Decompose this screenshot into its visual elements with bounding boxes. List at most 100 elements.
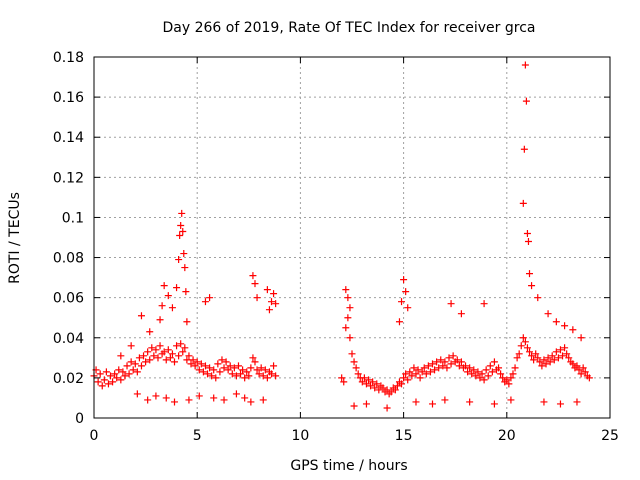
x-tick-label: 15 — [395, 428, 413, 444]
data-point — [513, 354, 521, 362]
data-point — [239, 366, 247, 374]
data-point — [175, 352, 183, 360]
y-tick-label: 0.1 — [62, 210, 84, 226]
data-point — [406, 368, 414, 376]
data-point — [412, 398, 420, 406]
data-point — [270, 290, 278, 298]
data-point — [367, 382, 375, 390]
data-point — [563, 350, 571, 358]
data-point — [410, 364, 418, 372]
data-point — [160, 282, 168, 290]
data-point — [206, 294, 214, 302]
grid-lines — [94, 57, 610, 418]
data-point — [268, 370, 276, 378]
data-point — [470, 366, 478, 374]
data-point — [433, 358, 441, 366]
data-point — [127, 358, 135, 366]
data-point — [540, 398, 548, 406]
data-point — [125, 370, 133, 378]
data-point — [210, 366, 218, 374]
data-point — [577, 370, 585, 378]
data-point — [542, 360, 550, 368]
data-point — [154, 354, 162, 362]
data-point — [253, 366, 261, 374]
data-point — [350, 358, 358, 366]
data-point — [197, 360, 205, 368]
data-point — [216, 368, 224, 376]
data-point — [561, 344, 569, 352]
data-point — [272, 372, 280, 380]
data-point — [243, 368, 251, 376]
data-point — [420, 364, 428, 372]
data-point — [552, 348, 560, 356]
y-tick-label: 0.08 — [53, 251, 84, 267]
data-point — [393, 382, 401, 390]
data-point — [371, 384, 379, 392]
data-point — [528, 352, 536, 360]
data-point — [338, 374, 346, 382]
data-point — [480, 376, 488, 384]
data-point — [150, 352, 158, 360]
data-point — [523, 229, 531, 237]
data-point — [400, 374, 408, 382]
data-point — [447, 300, 455, 308]
data-point — [344, 294, 352, 302]
data-point — [232, 390, 240, 398]
data-point — [522, 97, 530, 105]
data-point — [182, 288, 190, 296]
data-point — [241, 394, 249, 402]
data-point — [234, 362, 242, 370]
data-point — [468, 370, 476, 378]
data-point — [418, 368, 426, 376]
data-point — [441, 358, 449, 366]
data-point — [133, 390, 141, 398]
data-point — [228, 370, 236, 378]
data-point — [509, 370, 517, 378]
data-point — [431, 366, 439, 374]
data-point — [559, 352, 567, 360]
data-point — [346, 334, 354, 342]
y-tick-label: 0 — [75, 411, 84, 427]
data-point — [142, 358, 150, 366]
data-point — [268, 298, 276, 306]
data-point — [168, 304, 176, 312]
data-point — [402, 370, 410, 378]
data-point — [162, 394, 170, 402]
data-point — [259, 372, 267, 380]
data-point — [579, 364, 587, 372]
data-point — [550, 356, 558, 364]
data-point — [441, 396, 449, 404]
data-point — [528, 282, 536, 290]
data-point — [362, 380, 370, 388]
data-point — [573, 362, 581, 370]
data-point — [94, 378, 102, 386]
data-point — [480, 300, 488, 308]
data-point — [530, 356, 538, 364]
data-point — [424, 362, 432, 370]
data-point — [556, 400, 564, 408]
x-tick-label: 0 — [90, 428, 99, 444]
data-point — [435, 364, 443, 372]
data-point — [210, 394, 218, 402]
data-point — [170, 398, 178, 406]
data-point — [369, 378, 377, 386]
data-point — [253, 294, 261, 302]
data-point — [466, 398, 474, 406]
data-point — [230, 364, 238, 372]
data-point — [226, 362, 234, 370]
data-point — [484, 372, 492, 380]
data-point — [534, 354, 542, 362]
data-point — [585, 374, 593, 382]
data-point — [218, 356, 226, 364]
data-point — [121, 372, 129, 380]
y-tick-label: 0.16 — [53, 90, 84, 106]
data-point — [422, 370, 430, 378]
data-point — [404, 376, 412, 384]
data-point — [178, 209, 186, 217]
data-point — [412, 370, 420, 378]
data-point — [249, 272, 257, 280]
data-point — [362, 400, 370, 408]
data-point — [455, 362, 463, 370]
data-point — [144, 348, 152, 356]
data-point — [263, 286, 271, 294]
